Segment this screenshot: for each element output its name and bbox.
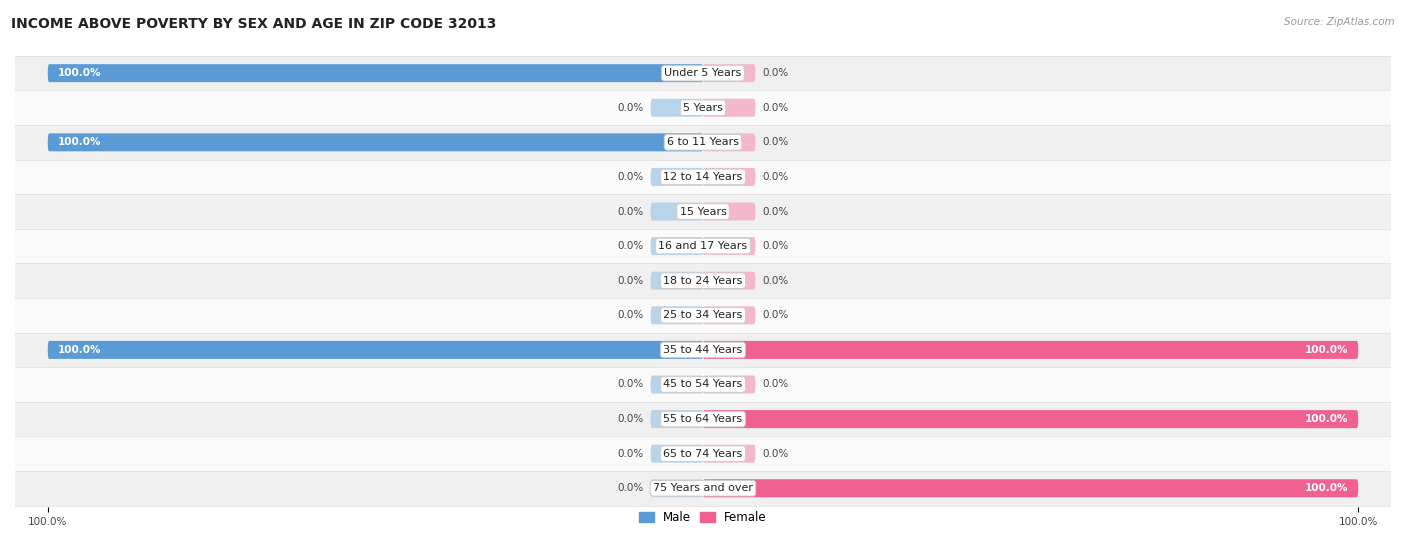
FancyBboxPatch shape [48, 341, 703, 359]
Text: 0.0%: 0.0% [762, 138, 789, 148]
Text: 0.0%: 0.0% [617, 310, 644, 320]
Text: 100.0%: 100.0% [1305, 484, 1348, 493]
Text: 0.0%: 0.0% [762, 103, 789, 113]
FancyBboxPatch shape [651, 445, 703, 463]
Text: 0.0%: 0.0% [617, 449, 644, 459]
Text: 35 to 44 Years: 35 to 44 Years [664, 345, 742, 355]
FancyBboxPatch shape [651, 479, 703, 498]
Text: 0.0%: 0.0% [762, 310, 789, 320]
Bar [15, 402, 1391, 437]
Text: 0.0%: 0.0% [762, 241, 789, 251]
FancyBboxPatch shape [703, 99, 755, 117]
FancyBboxPatch shape [48, 134, 703, 151]
Bar [15, 160, 1391, 194]
Text: INCOME ABOVE POVERTY BY SEX AND AGE IN ZIP CODE 32013: INCOME ABOVE POVERTY BY SEX AND AGE IN Z… [11, 17, 496, 31]
Text: 100.0%: 100.0% [58, 345, 101, 355]
FancyBboxPatch shape [703, 410, 1358, 428]
Bar [15, 333, 1391, 367]
Text: 65 to 74 Years: 65 to 74 Years [664, 449, 742, 459]
Text: 16 and 17 Years: 16 and 17 Years [658, 241, 748, 251]
Text: 100.0%: 100.0% [58, 68, 101, 78]
Bar [15, 56, 1391, 91]
Text: 75 Years and over: 75 Years and over [652, 484, 754, 493]
Text: 100.0%: 100.0% [1305, 345, 1348, 355]
Text: 0.0%: 0.0% [617, 484, 644, 493]
FancyBboxPatch shape [651, 376, 703, 394]
FancyBboxPatch shape [703, 341, 1358, 359]
Text: 25 to 34 Years: 25 to 34 Years [664, 310, 742, 320]
Bar [15, 125, 1391, 160]
Text: 0.0%: 0.0% [617, 172, 644, 182]
Text: 45 to 54 Years: 45 to 54 Years [664, 380, 742, 390]
Bar [15, 367, 1391, 402]
FancyBboxPatch shape [651, 168, 703, 186]
Text: 0.0%: 0.0% [762, 449, 789, 459]
Bar [15, 437, 1391, 471]
Text: 0.0%: 0.0% [762, 276, 789, 286]
Bar [15, 91, 1391, 125]
Text: 0.0%: 0.0% [762, 206, 789, 216]
Text: Under 5 Years: Under 5 Years [665, 68, 741, 78]
Text: 0.0%: 0.0% [617, 414, 644, 424]
FancyBboxPatch shape [651, 237, 703, 255]
Text: 0.0%: 0.0% [762, 172, 789, 182]
FancyBboxPatch shape [703, 237, 755, 255]
FancyBboxPatch shape [703, 306, 755, 324]
Bar [15, 194, 1391, 229]
Text: 6 to 11 Years: 6 to 11 Years [666, 138, 740, 148]
Text: 18 to 24 Years: 18 to 24 Years [664, 276, 742, 286]
Bar [15, 298, 1391, 333]
FancyBboxPatch shape [651, 272, 703, 290]
FancyBboxPatch shape [651, 99, 703, 117]
Text: 0.0%: 0.0% [617, 241, 644, 251]
FancyBboxPatch shape [703, 376, 755, 394]
FancyBboxPatch shape [651, 202, 703, 221]
Text: 100.0%: 100.0% [1305, 414, 1348, 424]
FancyBboxPatch shape [48, 64, 703, 82]
Text: 0.0%: 0.0% [617, 103, 644, 113]
Bar [15, 471, 1391, 505]
FancyBboxPatch shape [703, 64, 755, 82]
Text: 0.0%: 0.0% [762, 68, 789, 78]
Text: Source: ZipAtlas.com: Source: ZipAtlas.com [1284, 17, 1395, 27]
Text: 0.0%: 0.0% [617, 380, 644, 390]
Bar [15, 229, 1391, 263]
Text: 15 Years: 15 Years [679, 206, 727, 216]
Text: 55 to 64 Years: 55 to 64 Years [664, 414, 742, 424]
Text: 0.0%: 0.0% [617, 276, 644, 286]
FancyBboxPatch shape [703, 272, 755, 290]
FancyBboxPatch shape [703, 134, 755, 151]
Text: 5 Years: 5 Years [683, 103, 723, 113]
Bar [15, 263, 1391, 298]
FancyBboxPatch shape [703, 479, 1358, 498]
FancyBboxPatch shape [703, 445, 755, 463]
FancyBboxPatch shape [703, 202, 755, 221]
Text: 0.0%: 0.0% [762, 380, 789, 390]
Text: 100.0%: 100.0% [58, 138, 101, 148]
Text: 12 to 14 Years: 12 to 14 Years [664, 172, 742, 182]
FancyBboxPatch shape [651, 306, 703, 324]
Legend: Male, Female: Male, Female [634, 506, 772, 529]
FancyBboxPatch shape [651, 410, 703, 428]
FancyBboxPatch shape [703, 168, 755, 186]
Text: 0.0%: 0.0% [617, 206, 644, 216]
